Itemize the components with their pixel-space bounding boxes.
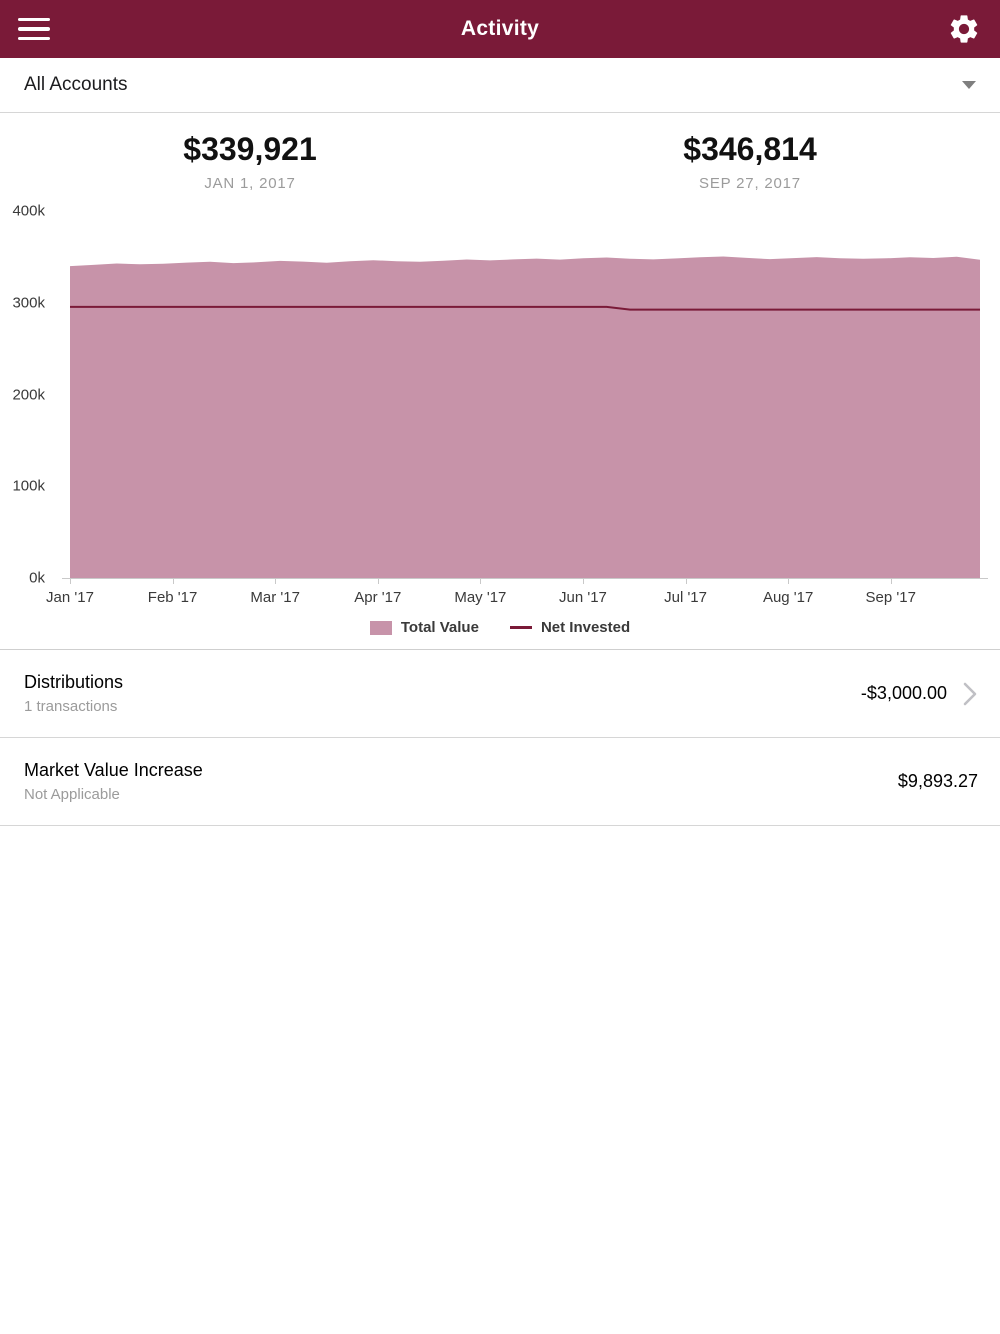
- x-axis-label: Jul '17: [664, 589, 707, 606]
- x-axis: Jan '17 Feb '17 Mar '17 Apr '17 May '17 Jun '…: [46, 589, 980, 609]
- chevron-down-icon: [962, 81, 976, 89]
- x-axis-label: May '17: [454, 589, 507, 606]
- portfolio-chart-section: $339,921 JAN 1, 2017 $346,814 SEP 27, 20…: [0, 113, 1000, 650]
- market-value-row-left: Market Value Increase Not Applicable: [24, 760, 203, 803]
- x-axis-label: Aug '17: [762, 589, 814, 606]
- x-axis-tick: [788, 579, 790, 584]
- x-axis-line: [62, 578, 988, 579]
- settings-gear-icon[interactable]: [946, 11, 982, 47]
- x-axis-ticks: [70, 579, 980, 585]
- x-axis-label: Jan '17: [46, 589, 94, 606]
- distributions-row[interactable]: Distributions 1 transactions -$3,000.00: [0, 650, 1000, 738]
- x-axis-tick: [480, 579, 482, 584]
- net-invested-legend-label: Net Invested: [540, 619, 631, 636]
- y-axis-label: 0k: [29, 569, 45, 587]
- x-axis-label: Jun '17: [559, 589, 607, 606]
- y-axis-label: 300k: [12, 294, 45, 312]
- row-subtitle: 1 transactions: [24, 698, 118, 715]
- y-axis-label: 100k: [12, 477, 45, 495]
- start-date: JAN 1, 2017: [204, 175, 296, 192]
- menu-icon[interactable]: [18, 17, 50, 41]
- end-value-block: $346,814 SEP 27, 2017: [500, 131, 1000, 192]
- market-value-increase-row: Market Value Increase Not Applicable $9,…: [0, 738, 1000, 826]
- market-value-row-right: $9,893.27: [898, 771, 978, 792]
- row-title: Market Value Increase: [24, 760, 203, 780]
- total-value-area: [70, 256, 980, 578]
- chart-plot[interactable]: [70, 211, 980, 578]
- x-axis-tick: [70, 579, 71, 584]
- x-axis-tick: [685, 579, 687, 584]
- x-axis-tick: [890, 579, 892, 584]
- end-date: SEP 27, 2017: [699, 175, 801, 192]
- account-selector-label: All Accounts: [24, 74, 128, 95]
- x-axis-label: Mar '17: [250, 589, 300, 606]
- distributions-row-left: Distributions 1 transactions: [24, 672, 123, 715]
- account-selector[interactable]: All Accounts: [0, 58, 1000, 113]
- end-value: $346,814: [683, 131, 817, 167]
- total-value-legend-label: Total Value: [400, 619, 479, 636]
- total-value-swatch: [369, 620, 392, 635]
- row-title: Distributions: [24, 672, 124, 692]
- chevron-right-icon: [962, 680, 978, 708]
- distributions-row-right: -$3,000.00: [861, 680, 978, 708]
- summary-values: $339,921 JAN 1, 2017 $346,814 SEP 27, 20…: [0, 131, 1000, 192]
- y-axis: 400k 300k 200k 100k 0k: [0, 203, 48, 587]
- row-amount: -$3,000.00: [860, 683, 947, 703]
- x-axis-tick: [275, 579, 277, 584]
- x-axis-tick: [172, 579, 174, 584]
- net-invested-swatch: [509, 626, 532, 629]
- app-header: Activity: [0, 0, 1000, 58]
- start-value: $339,921: [183, 131, 317, 167]
- x-axis-label: Apr '17: [354, 589, 402, 606]
- y-axis-label: 200k: [12, 386, 45, 403]
- x-axis-label: Feb '17: [147, 589, 198, 606]
- net-invested-line: [70, 307, 980, 310]
- chart-legend: Total Value Net Invested: [0, 619, 1000, 636]
- start-value-block: $339,921 JAN 1, 2017: [0, 131, 500, 192]
- page-title: Activity: [460, 17, 540, 40]
- row-subtitle: Not Applicable: [24, 786, 120, 803]
- y-axis-label: 400k: [12, 202, 45, 220]
- x-axis-tick: [582, 579, 584, 584]
- x-axis-label: Sep '17: [865, 589, 916, 606]
- row-amount: $9,893.27: [897, 771, 978, 791]
- x-axis-tick: [377, 579, 379, 584]
